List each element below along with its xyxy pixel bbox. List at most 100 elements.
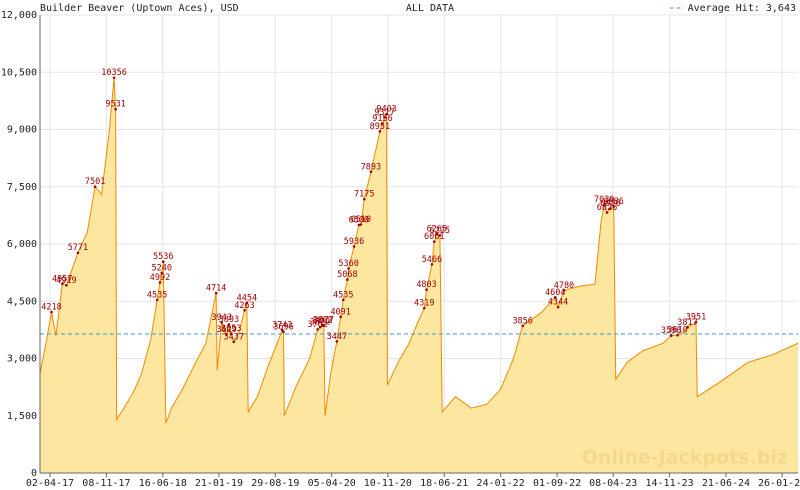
annotation-label: 4454 [237,294,257,304]
annotation-label: 6510 [351,215,371,225]
annotation-point [316,328,319,331]
annotation-label: 3822 [310,318,330,328]
annotation-label: 9531 [105,100,125,110]
y-tick-label: 12,000 [1,10,37,21]
annotation-point [155,298,159,302]
annotation-point [322,323,326,327]
annotation-point [220,321,224,324]
annotation-point [339,315,342,319]
annotation-label: 3762 [307,320,327,330]
annotation-label: 3943 [212,313,232,323]
annotation-label: 5360 [338,259,358,269]
annotation-label: 6826 [597,203,617,213]
annotation-point [243,308,246,312]
x-tick-label: 08-04-23 [589,478,637,489]
annotation-label: 3817 [677,318,697,328]
annotation-label: 7501 [85,177,105,187]
annotation-label: 4780 [554,281,574,291]
y-tick-label: 3,000 [7,354,37,365]
annotation-label: 7893 [361,162,381,172]
annotation-label: 7030 [594,195,614,205]
annotation-point [61,282,64,286]
annotation-label: 5240 [152,264,172,274]
annotation-point [161,260,165,264]
annotation-point [280,328,284,332]
annotation-label: 3437 [224,332,244,342]
annotation-label: 6926 [600,199,620,209]
annotation-point [341,298,345,302]
annotation-label: 3447 [327,332,347,342]
annotation-point [422,306,426,310]
y-tick-label: 7,500 [7,182,37,193]
annotation-label: 5068 [337,270,357,280]
annotation-label: 6986 [603,197,623,207]
y-tick-label: 0 [31,468,37,479]
annotation-label: 6061 [424,232,444,242]
annotation-point [438,234,442,237]
annotation-label: 3743 [272,321,292,331]
x-tick-label: 16-06-18 [139,478,187,489]
annotation-label: 6225 [430,226,450,236]
x-tick-label: 21-06-24 [702,478,750,489]
annotation-point [114,107,117,111]
annotation-label: 3598 [661,326,681,336]
annotation-point [381,122,384,125]
annotation-point [245,301,249,305]
x-tick-label: 26-01-25 [758,478,800,489]
annotation-label: 4344 [548,298,568,308]
annotation-point [556,305,560,309]
annotation-label: 9403 [376,105,396,115]
annotation-point [160,271,164,275]
annotation-point [609,207,612,210]
annotation-label: 7175 [354,190,374,200]
annotation-point [435,232,439,236]
annotation-point [430,263,434,266]
annotation-point [676,333,679,337]
x-tick-label: 02-04-17 [26,478,74,489]
annotation-point [694,320,698,324]
y-tick-label: 6,000 [7,239,37,250]
annotation-point [352,245,356,248]
annotation-label: 4957 [52,274,72,284]
annotation-point [425,288,428,291]
annotation-point [357,223,361,227]
annotation-label: 5936 [344,237,364,247]
x-tick-label: 05-04-20 [308,478,356,489]
annotation-point [112,76,116,80]
legend-label: Average Hit: 3,643 [688,3,796,14]
annotation-point [214,291,218,295]
x-tick-label: 10-11-20 [364,478,412,489]
annotation-label: 4218 [41,303,61,313]
annotation-label: 3856 [512,316,532,326]
annotation-label: 4714 [206,284,226,294]
watermark: Online-Jackpots.biz [582,447,788,469]
annotation-label: 4535 [333,290,353,300]
annotation-point [158,281,162,284]
annotation-point [362,197,366,201]
annotation-point [602,203,606,206]
x-tick-label: 29-08-19 [251,478,299,489]
annotation-point [93,185,97,189]
annotation-label: 3862 [312,316,332,326]
x-tick-label: 08-11-17 [82,478,130,489]
annotation-point [347,267,350,270]
annotation-label: 3877 [314,316,334,326]
annotation-point [335,340,339,343]
annotation-point [227,323,231,326]
annotation-label: 3696 [273,322,293,332]
annotation-label: 9156 [372,114,392,124]
annotation-label: 6500 [349,215,369,225]
annotation-point [50,310,53,314]
annotation-label: 4319 [414,299,434,309]
y-tick-label: 4,500 [7,296,37,307]
annotation-point [359,223,363,226]
annotation-label: 5466 [422,255,442,265]
annotation-point [385,112,388,116]
annotation-label: 3951 [686,313,706,323]
area [40,77,798,473]
y-tick-label: 1,500 [7,411,37,422]
annotation-point [383,116,386,119]
annotation-point [318,325,322,329]
annotation-point [521,324,524,328]
annotation-label: 3610 [667,326,687,336]
